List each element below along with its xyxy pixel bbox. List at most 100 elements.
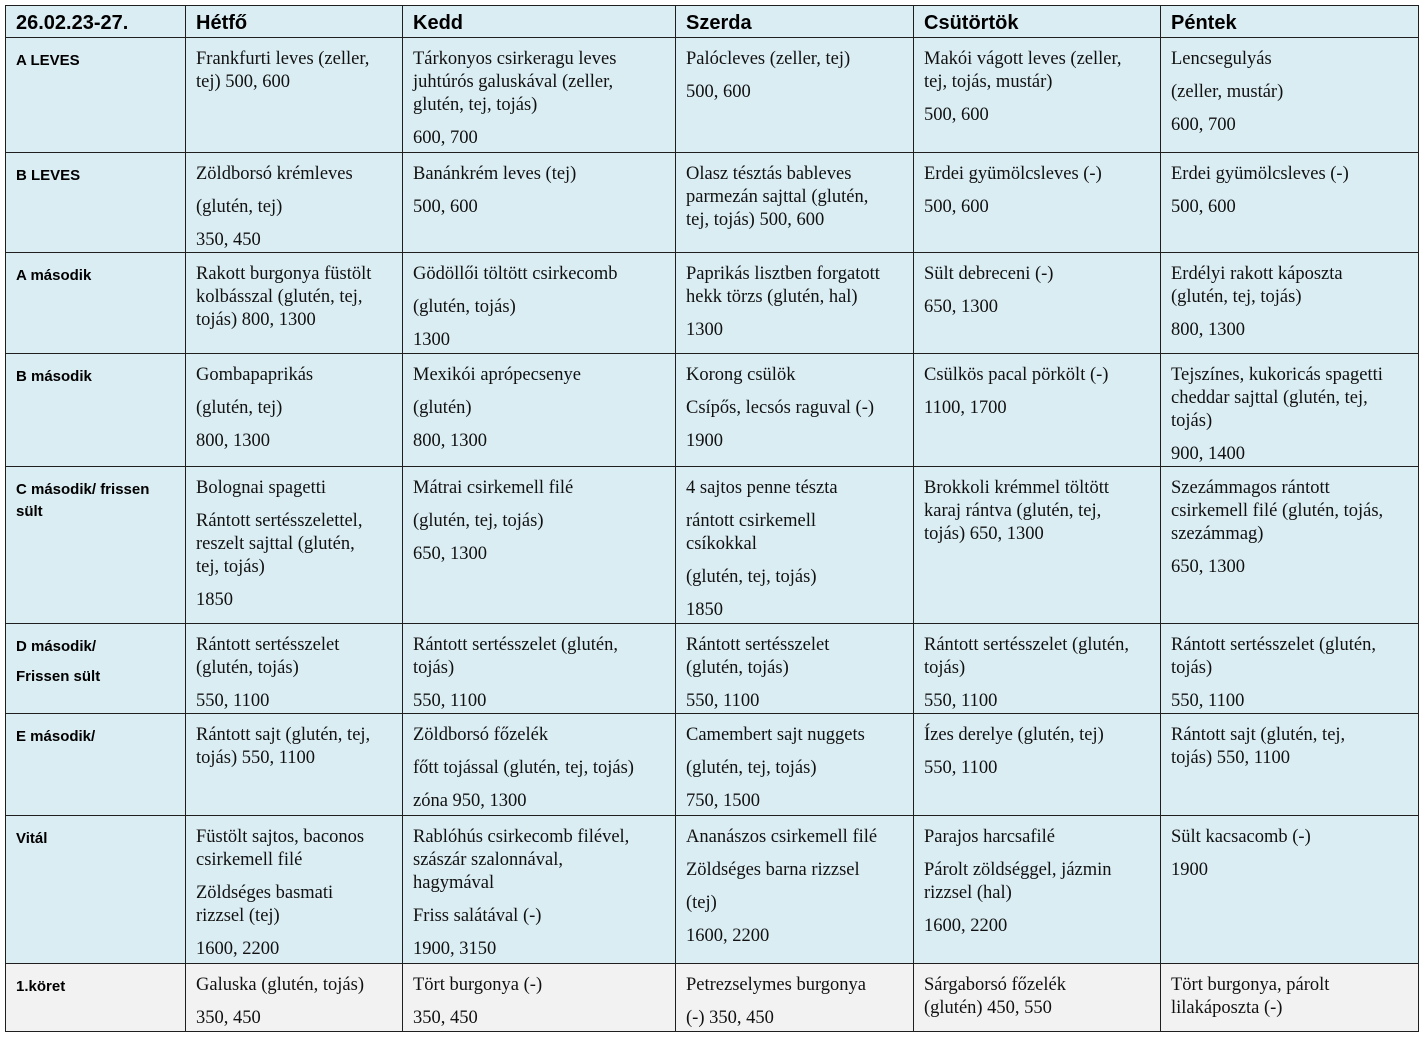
menu-cell-wednesday: Camembert sajt nuggets (glutén, tej, tojá… <box>675 713 914 816</box>
menu-item-text: 550, 1100 <box>924 691 998 711</box>
menu-cell-wednesday: Olasz tésztás bableves parmezán sajttal … <box>675 152 914 253</box>
menu-item-text: 550, 1100 <box>196 691 270 711</box>
row-label-text: B LEVES <box>16 167 81 184</box>
menu-row: E második/Rántott sajt (glutén, tej, toj… <box>5 713 1419 816</box>
menu-cell-thursday: Erdei gyümölcsleves (-) 500, 600 <box>913 152 1161 253</box>
menu-cell-monday: Zöldborsó krémleves (glutén, tej) 350, 450 <box>185 152 403 253</box>
menu-cell-tuesday: Zöldborsó főzelék főtt tojással (glutén, … <box>402 713 676 816</box>
menu-item-text: Mexikói aprópecsenye <box>413 365 581 385</box>
menu-item-text: 1300 <box>686 320 723 340</box>
menu-item-text: Rántott sertésszelet (glutén, tojás) <box>924 635 1129 678</box>
menu-cell-tuesday: Mexikói aprópecsenye (glutén) 800, 1300 <box>402 353 676 467</box>
menu-item-text: Petrezselymes burgonya <box>686 975 866 995</box>
row-label: 1.köret <box>5 963 186 1032</box>
menu-item-text: 1600, 2200 <box>686 926 770 946</box>
row-label-text: Frissen sült <box>16 668 101 685</box>
menu-item-text: 350, 450 <box>196 1008 261 1028</box>
menu-cell-wednesday: 4 sajtos penne tészta rántott csirkemell … <box>675 466 914 624</box>
menu-cell-friday: Erdélyi rakott káposzta (glutén, tej, to… <box>1160 252 1419 354</box>
menu-cell-friday: Sült kacsacomb (-) 1900 <box>1160 815 1419 964</box>
menu-cell-monday: Rántott sertésszelet (glutén, tojás) 550,… <box>185 623 403 714</box>
row-label-text: 1.köret <box>16 978 66 995</box>
row-label-text: A LEVES <box>16 52 80 69</box>
menu-item-text: Zöldborsó krémleves <box>196 164 353 184</box>
row-label: B LEVES <box>5 152 186 253</box>
day-header-thursday: Csütörtök <box>913 5 1161 38</box>
menu-item-text: 1300 <box>413 330 450 350</box>
menu-cell-monday: Gombapaprikás (glutén, tej) 800, 1300 <box>185 353 403 467</box>
menu-cell-tuesday: Rablóhús csirkecomb filével, szászár sza… <box>402 815 676 964</box>
menu-item-text: Ízes derelye (glutén, tej) <box>924 725 1104 745</box>
menu-cell-thursday: Ízes derelye (glutén, tej) 550, 1100 <box>913 713 1161 816</box>
menu-item-text: Rablóhús csirkecomb filével, szászár sza… <box>413 827 630 893</box>
menu-item-text: Erdei gyümölcsleves (-) <box>1171 164 1349 184</box>
menu-item-text: Erdei gyümölcsleves (-) <box>924 164 1102 184</box>
menu-item-text: 4 sajtos penne tészta <box>686 478 838 498</box>
menu-item-text: Gödöllői töltött csirkecomb <box>413 264 618 284</box>
menu-item-text: Rántott sertésszelettel, reszelt sajttal… <box>196 511 363 577</box>
menu-cell-friday: Lencsegulyás (zeller, mustár) 600, 700 <box>1160 37 1419 153</box>
menu-item-text: Camembert sajt nuggets <box>686 725 865 745</box>
menu-cell-wednesday: Palócleves (zeller, tej) 500, 600 <box>675 37 914 153</box>
row-label: D második/Frissen sült <box>5 623 186 714</box>
row-label: Vitál <box>5 815 186 964</box>
menu-cell-monday: Galuska (glutén, tojás) 350, 450 <box>185 963 403 1032</box>
menu-cell-thursday: Csülkös pacal pörkölt (-) 1100, 1700 <box>913 353 1161 467</box>
menu-item-text: 800, 1300 <box>1171 320 1245 340</box>
menu-item-text: (glutén, tej) <box>196 197 283 217</box>
menu-item-text: Korong csülök <box>686 365 796 385</box>
menu-item-text: Sült kacsacomb (-) <box>1171 827 1311 847</box>
menu-row: Vitál Füstölt sajtos, baconos csirkemell … <box>5 815 1419 964</box>
row-label: A LEVES <box>5 37 186 153</box>
menu-item-text: 1850 <box>196 590 233 610</box>
menu-item-text: Rántott sajt (glutén, tej, tojás) 550, 1… <box>1171 725 1346 768</box>
menu-item-text: (glutén) <box>413 398 472 418</box>
day-header-friday: Péntek <box>1160 5 1419 38</box>
menu-item-text: 600, 700 <box>1171 115 1236 135</box>
row-label-text: C második/ frissen sült <box>16 481 150 520</box>
menu-item-text: (-) 350, 450 <box>686 1008 774 1028</box>
menu-cell-wednesday: Petrezselymes burgonya (-) 350, 450 <box>675 963 914 1032</box>
menu-item-text: 500, 600 <box>1171 197 1236 217</box>
menu-item-text: (glutén, tej) <box>196 398 283 418</box>
menu-cell-thursday: Parajos harcsafilé Párolt zöldséggel, jáz… <box>913 815 1161 964</box>
menu-item-text: zóna 950, 1300 <box>413 791 527 811</box>
menu-cell-wednesday: Rántott sertésszelet (glutén, tojás) 550,… <box>675 623 914 714</box>
menu-cell-monday: Rakott burgonya füstölt kolbásszal (glut… <box>185 252 403 354</box>
menu-item-text: 500, 600 <box>924 105 989 125</box>
menu-item-text: 1600, 2200 <box>924 916 1008 936</box>
menu-row: C második/ frissen sült Bolognai spagetti… <box>5 466 1419 624</box>
menu-item-text: Erdélyi rakott káposzta (glutén, tej, to… <box>1171 264 1343 307</box>
menu-item-text: 500, 600 <box>924 197 989 217</box>
menu-cell-monday: Frankfurti leves (zeller, tej) 500, 600 <box>185 37 403 153</box>
row-label-text: B második <box>16 368 92 385</box>
menu-item-text: Rántott sertésszelet (glutén, tojás) <box>686 635 830 678</box>
menu-item-text: Zöldborsó főzelék <box>413 725 549 745</box>
menu-item-text: Mátrai csirkemell filé <box>413 478 574 498</box>
header-row: 26.02.23-27. Hétfő Kedd Szerda Csütörtök… <box>5 5 1419 38</box>
row-label-text: A második <box>16 267 92 284</box>
menu-cell-friday: Tejszínes, kukoricás spagetti cheddar sa… <box>1160 353 1419 467</box>
menu-row: A LEVES Frankfurti leves (zeller, tej) 50… <box>5 37 1419 153</box>
menu-cell-thursday: Rántott sertésszelet (glutén, tojás) 550,… <box>913 623 1161 714</box>
menu-row: B LEVES Zöldborsó krémleves (glutén, tej) 3… <box>5 152 1419 253</box>
menu-item-text: Rántott sertésszelet (glutén, tojás) <box>196 635 340 678</box>
weekly-menu-table: 26.02.23-27. Hétfő Kedd Szerda Csütörtök… <box>5 5 1419 1032</box>
menu-cell-monday: Rántott sajt (glutén, tej, tojás) 550, 1… <box>185 713 403 816</box>
menu-item-text: 650, 1300 <box>1171 557 1245 577</box>
menu-item-text: 600, 700 <box>413 128 478 148</box>
menu-item-text: 550, 1100 <box>686 691 760 711</box>
menu-cell-wednesday: Paprikás lisztben forgatott hekk törzs (… <box>675 252 914 354</box>
menu-item-text: Párolt zöldséggel, jázmin rizzsel (hal) <box>924 860 1112 903</box>
menu-item-text: Makói vágott leves (zeller, tej, tojás, … <box>924 49 1122 92</box>
menu-item-text: 750, 1500 <box>686 791 760 811</box>
row-label-text: Vitál <box>16 830 48 847</box>
menu-item-text: Palócleves (zeller, tej) <box>686 49 851 69</box>
menu-item-text: 350, 450 <box>196 230 261 250</box>
menu-item-text: főtt tojással (glutén, tej, tojás) <box>413 758 634 778</box>
menu-item-text: 550, 1100 <box>924 758 998 778</box>
menu-cell-thursday: Sült debreceni (-) 650, 1300 <box>913 252 1161 354</box>
menu-item-text: Olasz tésztás bableves parmezán sajttal … <box>686 164 869 230</box>
menu-item-text: 500, 600 <box>686 82 751 102</box>
day-header-wednesday: Szerda <box>675 5 914 38</box>
